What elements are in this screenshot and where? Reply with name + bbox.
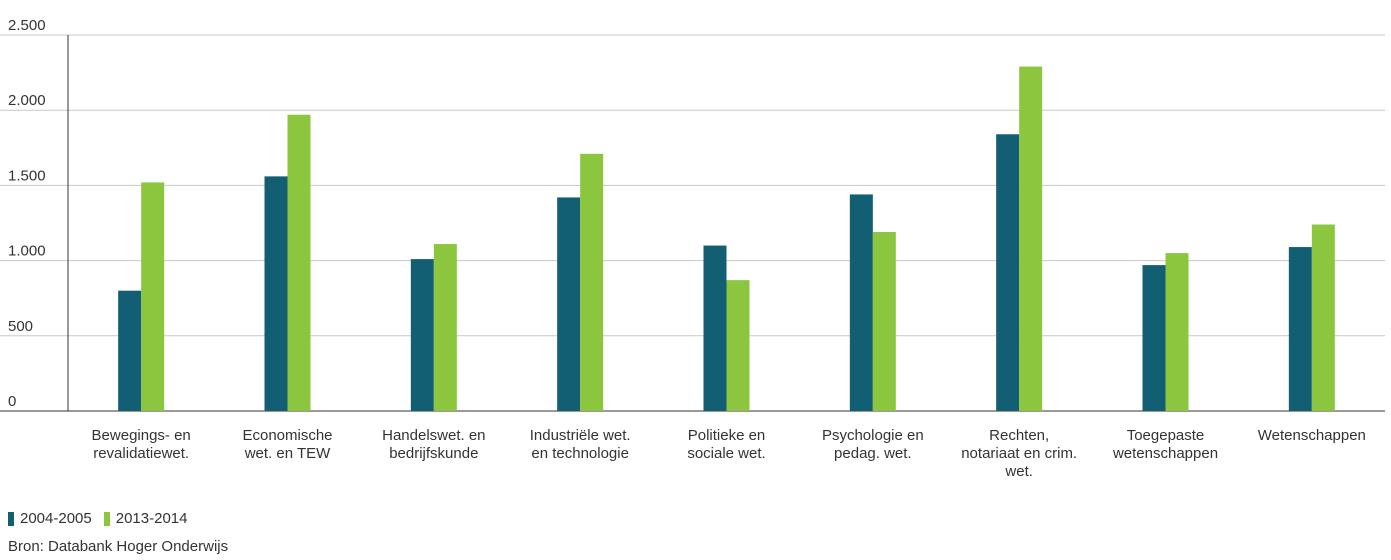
bar-2013-2014: [1311, 224, 1335, 411]
y-tick-label: 500: [8, 318, 33, 335]
bar-2004-2005: [703, 245, 727, 411]
legend: 2004-2005 2013-2014: [8, 510, 199, 527]
bar-2004-2005: [1288, 247, 1312, 411]
x-category-label: Economische wet. en TEW: [242, 427, 332, 462]
bar-2004-2005: [410, 259, 434, 411]
source-note: Bron: Databank Hoger Onderwijs: [8, 538, 229, 555]
legend-label-2004-2005: 2004-2005: [20, 510, 92, 527]
legend-item-2013-2014: 2013-2014: [103, 510, 188, 527]
y-tick-label: 1.000: [8, 243, 46, 260]
bar-2004-2005: [557, 197, 581, 411]
bar-2013-2014: [580, 153, 604, 412]
bar-2013-2014: [1019, 66, 1043, 412]
bar-2013-2014: [872, 232, 896, 411]
x-category-label: Wetenschappen: [1258, 427, 1366, 444]
y-tick-label: 1.500: [8, 167, 46, 184]
x-category-label: Toegepaste wetenschappen: [1112, 427, 1218, 462]
bar-2004-2005: [849, 194, 873, 411]
bar-2013-2014: [287, 114, 311, 411]
x-category-label: Handelswet. en bedrijfskunde: [382, 427, 485, 462]
bar-2013-2014: [433, 244, 457, 411]
bar-chart: 0 500 1.000 1.500 2.000 2.500 Bewegings- en rev…: [0, 17, 1385, 480]
legend-swatch-2013-2014: [103, 511, 110, 526]
y-tick-label: 2.000: [8, 92, 46, 109]
legend-label-2013-2014: 2013-2014: [115, 510, 188, 527]
x-category-label: Politieke en sociale wet.: [687, 427, 765, 462]
y-tick-label: 0: [8, 393, 16, 410]
bar-2013-2014: [726, 280, 750, 411]
bar-2004-2005: [264, 176, 288, 411]
bar-2004-2005: [118, 290, 142, 411]
bar-2004-2005: [1142, 265, 1166, 411]
x-category-label: Industriële wet. en technologie: [530, 427, 631, 462]
y-tick-label: 2.500: [8, 17, 46, 34]
legend-item-2004-2005: 2004-2005: [8, 510, 92, 527]
legend-swatch-2004-2005: [8, 511, 14, 526]
x-category-label: Bewegings- en revalidatiewet.: [92, 427, 191, 462]
x-category-label: Rechten, notariaat en crim. wet.: [961, 427, 1077, 480]
bar-2013-2014: [1165, 253, 1189, 411]
bar-2013-2014: [141, 182, 165, 411]
x-category-label: Psychologie en pedag. wet.: [822, 427, 924, 462]
bar-2004-2005: [996, 134, 1020, 411]
